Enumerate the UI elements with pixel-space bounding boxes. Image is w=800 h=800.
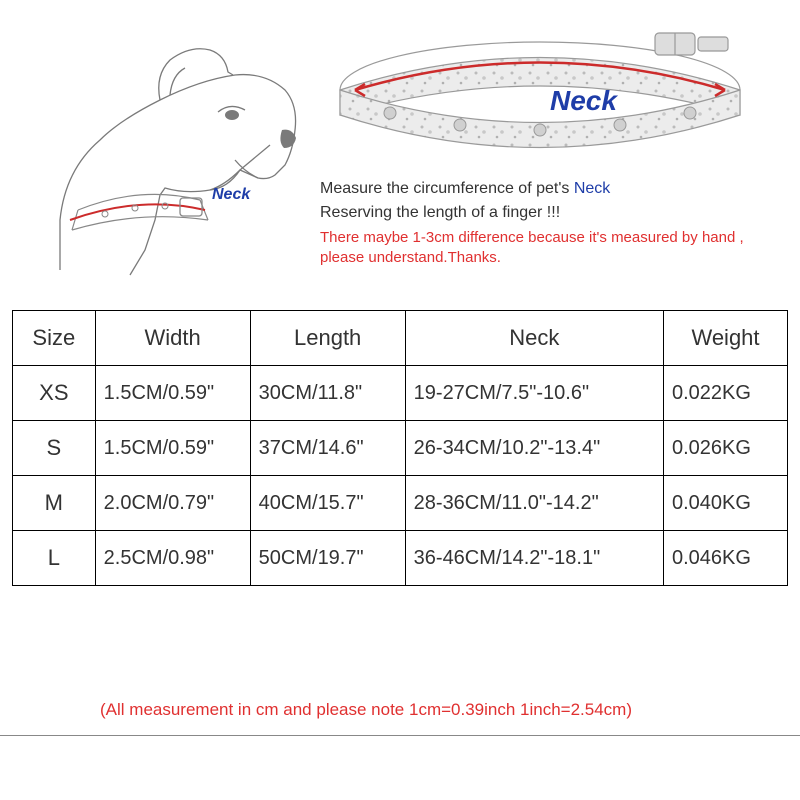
- header-neck: Neck: [405, 311, 663, 366]
- instruction-warning: There maybe 1-3cm difference because it'…: [320, 228, 780, 269]
- neck-label-dog: Neck: [212, 186, 250, 204]
- cell-size: L: [13, 531, 96, 586]
- footer-note: (All measurement in cm and please note 1…: [100, 700, 632, 720]
- collar-illustration: [310, 15, 770, 165]
- header-width: Width: [95, 311, 250, 366]
- cell-size: M: [13, 476, 96, 531]
- neck-label-collar: Neck: [550, 85, 617, 117]
- table-header-row: Size Width Length Neck Weight: [13, 311, 788, 366]
- divider-line: [0, 735, 800, 736]
- top-section: Neck: [0, 0, 800, 300]
- cell-length: 50CM/19.7": [250, 531, 405, 586]
- cell-weight: 0.040KG: [663, 476, 787, 531]
- cell-weight: 0.026KG: [663, 421, 787, 476]
- cell-width: 2.5CM/0.98": [95, 531, 250, 586]
- size-chart-table: Size Width Length Neck Weight XS 1.5CM/0…: [12, 310, 788, 586]
- instr-neck-highlight: Neck: [574, 180, 610, 197]
- cell-width: 1.5CM/0.59": [95, 366, 250, 421]
- header-weight: Weight: [663, 311, 787, 366]
- cell-width: 1.5CM/0.59": [95, 421, 250, 476]
- cell-size: S: [13, 421, 96, 476]
- cell-neck: 28-36CM/11.0"-14.2": [405, 476, 663, 531]
- instr-prefix: Measure the circumference of pet's: [320, 180, 574, 197]
- cell-neck: 19-27CM/7.5"-10.6": [405, 366, 663, 421]
- cell-length: 30CM/11.8": [250, 366, 405, 421]
- table-row: M 2.0CM/0.79" 40CM/15.7" 28-36CM/11.0"-1…: [13, 476, 788, 531]
- header-length: Length: [250, 311, 405, 366]
- cell-length: 37CM/14.6": [250, 421, 405, 476]
- cell-weight: 0.022KG: [663, 366, 787, 421]
- cell-length: 40CM/15.7": [250, 476, 405, 531]
- cell-size: XS: [13, 366, 96, 421]
- dog-head-illustration: [10, 20, 310, 280]
- header-size: Size: [13, 311, 96, 366]
- table-row: L 2.5CM/0.98" 50CM/19.7" 36-46CM/14.2"-1…: [13, 531, 788, 586]
- table-row: XS 1.5CM/0.59" 30CM/11.8" 19-27CM/7.5"-1…: [13, 366, 788, 421]
- table-row: S 1.5CM/0.59" 37CM/14.6" 26-34CM/10.2"-1…: [13, 421, 788, 476]
- instruction-measure: Measure the circumference of pet's Neck: [320, 180, 780, 198]
- cell-neck: 26-34CM/10.2"-13.4": [405, 421, 663, 476]
- instructions-block: Measure the circumference of pet's Neck …: [320, 180, 780, 269]
- instruction-reserve: Reserving the length of a finger !!!: [320, 204, 780, 222]
- cell-weight: 0.046KG: [663, 531, 787, 586]
- cell-width: 2.0CM/0.79": [95, 476, 250, 531]
- cell-neck: 36-46CM/14.2"-18.1": [405, 531, 663, 586]
